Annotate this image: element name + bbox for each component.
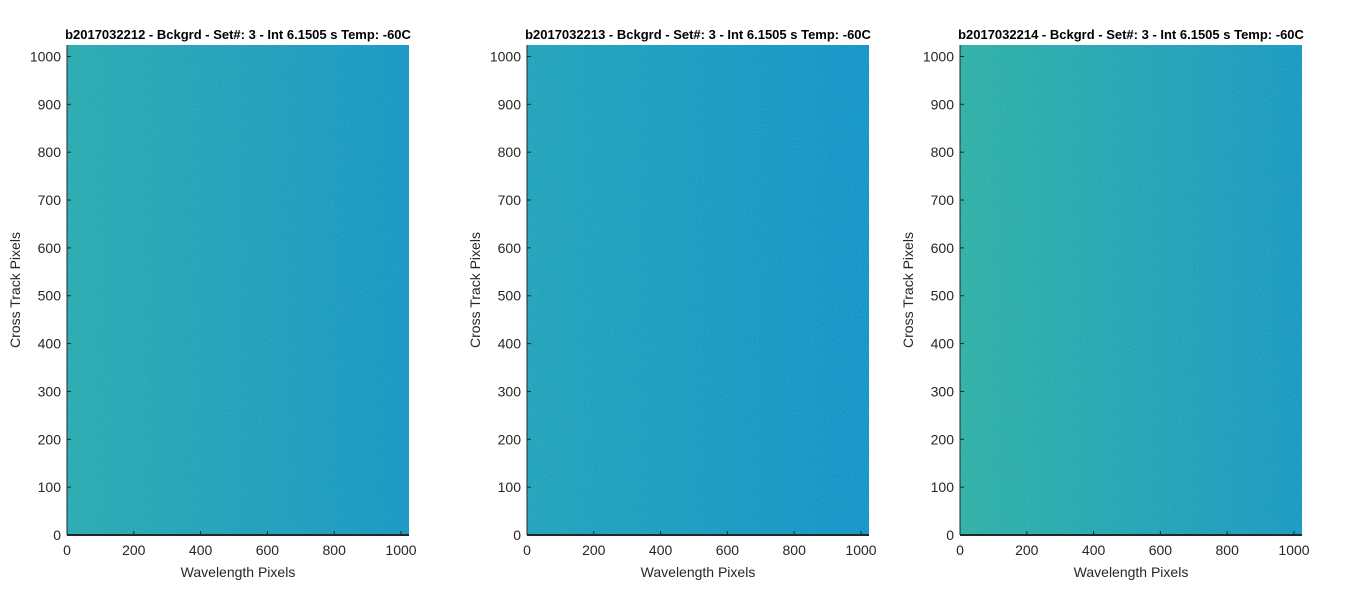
y-tick-label: 200 bbox=[931, 431, 955, 447]
y-tick-label: 700 bbox=[931, 192, 955, 208]
y-axis-label: Cross Track Pixels bbox=[467, 232, 483, 348]
y-tick-label: 600 bbox=[38, 240, 62, 256]
heatmap-noise bbox=[960, 45, 1302, 535]
y-tick-label: 600 bbox=[931, 240, 955, 256]
y-tick-label: 0 bbox=[513, 527, 521, 543]
x-tick-label: 0 bbox=[956, 542, 964, 558]
y-tick-label: 100 bbox=[498, 479, 522, 495]
y-tick-label: 200 bbox=[38, 431, 62, 447]
y-tick-label: 500 bbox=[931, 288, 955, 304]
x-tick-label: 400 bbox=[1082, 542, 1106, 558]
y-tick-label: 0 bbox=[946, 527, 954, 543]
heatmap-noise bbox=[527, 45, 869, 535]
y-tick-label: 500 bbox=[498, 288, 522, 304]
chart-title: b2017032214 - Bckgrd - Set#: 3 - Int 6.1… bbox=[958, 27, 1304, 42]
y-tick-label: 800 bbox=[931, 144, 955, 160]
y-tick-label: 800 bbox=[38, 144, 62, 160]
x-tick-label: 800 bbox=[1216, 542, 1240, 558]
y-tick-label: 400 bbox=[931, 336, 955, 352]
y-tick-label: 700 bbox=[38, 192, 62, 208]
y-tick-label: 800 bbox=[498, 144, 522, 160]
y-axis-label: Cross Track Pixels bbox=[7, 232, 23, 348]
x-tick-label: 1000 bbox=[1278, 542, 1309, 558]
y-tick-label: 900 bbox=[38, 96, 62, 112]
x-tick-label: 200 bbox=[582, 542, 606, 558]
y-tick-label: 900 bbox=[931, 96, 955, 112]
chart-title: b2017032212 - Bckgrd - Set#: 3 - Int 6.1… bbox=[65, 27, 411, 42]
x-tick-label: 200 bbox=[122, 542, 146, 558]
y-tick-label: 1000 bbox=[30, 48, 61, 64]
y-tick-label: 700 bbox=[498, 192, 522, 208]
chart-panel-1: 0 100 200 300 400 500 600 700 800 900 1000 0 200 400 6… bbox=[7, 27, 417, 580]
chart-panel-3: 0 100 200 300 400 500 600 700 800 900 1000 0 200 400 6… bbox=[900, 27, 1310, 580]
y-tick-label: 100 bbox=[931, 479, 955, 495]
x-tick-label: 800 bbox=[783, 542, 807, 558]
chart-title: b2017032213 - Bckgrd - Set#: 3 - Int 6.1… bbox=[525, 27, 871, 42]
x-tick-label: 0 bbox=[63, 542, 71, 558]
x-axis-label: Wavelength Pixels bbox=[181, 564, 296, 580]
x-tick-label: 200 bbox=[1015, 542, 1039, 558]
x-tick-label: 400 bbox=[649, 542, 673, 558]
y-axis-label: Cross Track Pixels bbox=[900, 232, 916, 348]
y-tick-label: 1000 bbox=[923, 48, 954, 64]
y-tick-label: 0 bbox=[53, 527, 61, 543]
y-tick-label: 300 bbox=[498, 383, 522, 399]
y-tick-label: 500 bbox=[38, 288, 62, 304]
heatmap-noise bbox=[67, 45, 409, 535]
x-tick-label: 0 bbox=[523, 542, 531, 558]
y-tick-label: 400 bbox=[498, 336, 522, 352]
y-tick-label: 300 bbox=[931, 383, 955, 399]
x-tick-label: 1000 bbox=[385, 542, 416, 558]
x-tick-label: 1000 bbox=[845, 542, 876, 558]
x-tick-label: 400 bbox=[189, 542, 213, 558]
y-tick-label: 600 bbox=[498, 240, 522, 256]
y-tick-label: 1000 bbox=[490, 48, 521, 64]
x-axis-label: Wavelength Pixels bbox=[641, 564, 756, 580]
chart-panel-2: 0 100 200 300 400 500 600 700 800 900 1000 0 200 400 6… bbox=[467, 27, 877, 580]
y-tick-label: 100 bbox=[38, 479, 62, 495]
x-tick-label: 600 bbox=[716, 542, 740, 558]
y-tick-label: 200 bbox=[498, 431, 522, 447]
y-tick-label: 400 bbox=[38, 336, 62, 352]
x-axis-label: Wavelength Pixels bbox=[1074, 564, 1189, 580]
x-tick-label: 600 bbox=[256, 542, 280, 558]
y-tick-label: 900 bbox=[498, 96, 522, 112]
x-tick-label: 800 bbox=[323, 542, 347, 558]
y-tick-label: 300 bbox=[38, 383, 62, 399]
x-tick-label: 600 bbox=[1149, 542, 1173, 558]
